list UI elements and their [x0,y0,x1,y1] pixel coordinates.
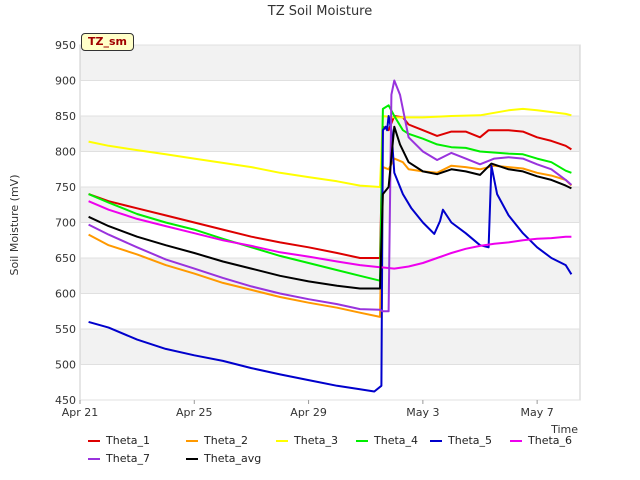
series-line-theta-5 [88,115,573,393]
legend-label: Theta_2 [204,434,249,447]
x-tick-label: May 3 [406,406,439,419]
legend-swatch [510,440,522,442]
legend-item-theta-2: Theta_2 [186,434,248,447]
legend-label: Theta_avg [204,452,262,465]
background-band [80,258,580,294]
legend-label: Theta_6 [528,434,573,447]
background-band [80,364,580,400]
y-tick-label: 600 [55,288,76,301]
legend-item-theta-avg: Theta_avg [186,452,261,465]
y-tick-label: 850 [55,110,76,123]
legend-item-theta-5: Theta_5 [430,434,492,447]
legend-label: Theta_3 [294,434,339,447]
x-axis-ticks: Apr 21 Apr 25 Apr 29 May 3 May 7 [62,400,554,419]
legend-item-theta-7: Theta_7 [88,452,150,465]
legend-swatch [88,458,100,460]
series-line-theta-6 [88,200,572,270]
legend-label: Theta_5 [448,434,493,447]
legend-swatch [276,440,288,442]
background-band [80,80,580,116]
background-band [80,329,580,365]
y-tick-label: 550 [55,323,76,336]
y-tick-label: 700 [55,217,76,230]
y-tick-label: 750 [55,181,76,194]
y-tick-label: 500 [55,359,76,372]
x-tick-label: Apr 29 [290,406,327,419]
legend-item-theta-6: Theta_6 [510,434,572,447]
x-tick-label: Apr 25 [176,406,213,419]
x-tick-label: May 7 [521,406,554,419]
series-line-theta-3 [88,107,572,188]
legend-swatch [430,440,442,442]
background-band [80,116,580,152]
legend-label: Theta_4 [374,434,419,447]
legend-item-theta-3: Theta_3 [276,434,338,447]
background-band [80,293,580,329]
y-tick-label: 650 [55,252,76,265]
legend-swatch [356,440,368,442]
y-tick-label: 800 [55,146,76,159]
x-axis-label: Time [550,423,578,436]
y-tick-label: 900 [55,75,76,88]
y-tick-label: 950 [55,39,76,52]
legend-swatch [88,440,100,442]
legend-item-theta-1: Theta_1 [88,434,150,447]
y-axis-label: Soil Moisture (mV) [8,175,21,276]
y-axis-ticks: 450 500 550 600 650 700 750 800 850 900 950 [55,39,76,407]
legend-label: Theta_1 [106,434,151,447]
chart-title: TZ Soil Moisture [267,4,373,19]
legend-swatch [186,458,198,460]
legend-item-theta-4: Theta_4 [356,434,418,447]
background-band [80,187,580,223]
series-line-theta-avg [88,125,572,290]
x-tick-label: Apr 21 [62,406,99,419]
background-band [80,45,580,81]
background-band [80,222,580,258]
series-lines [88,79,573,393]
site-tag-label: TZ_sm [81,33,134,51]
legend-label: Theta_7 [106,452,151,465]
series-line-theta-7 [88,79,573,313]
legend-swatch [186,440,198,442]
y-tick-label: 450 [55,394,76,407]
